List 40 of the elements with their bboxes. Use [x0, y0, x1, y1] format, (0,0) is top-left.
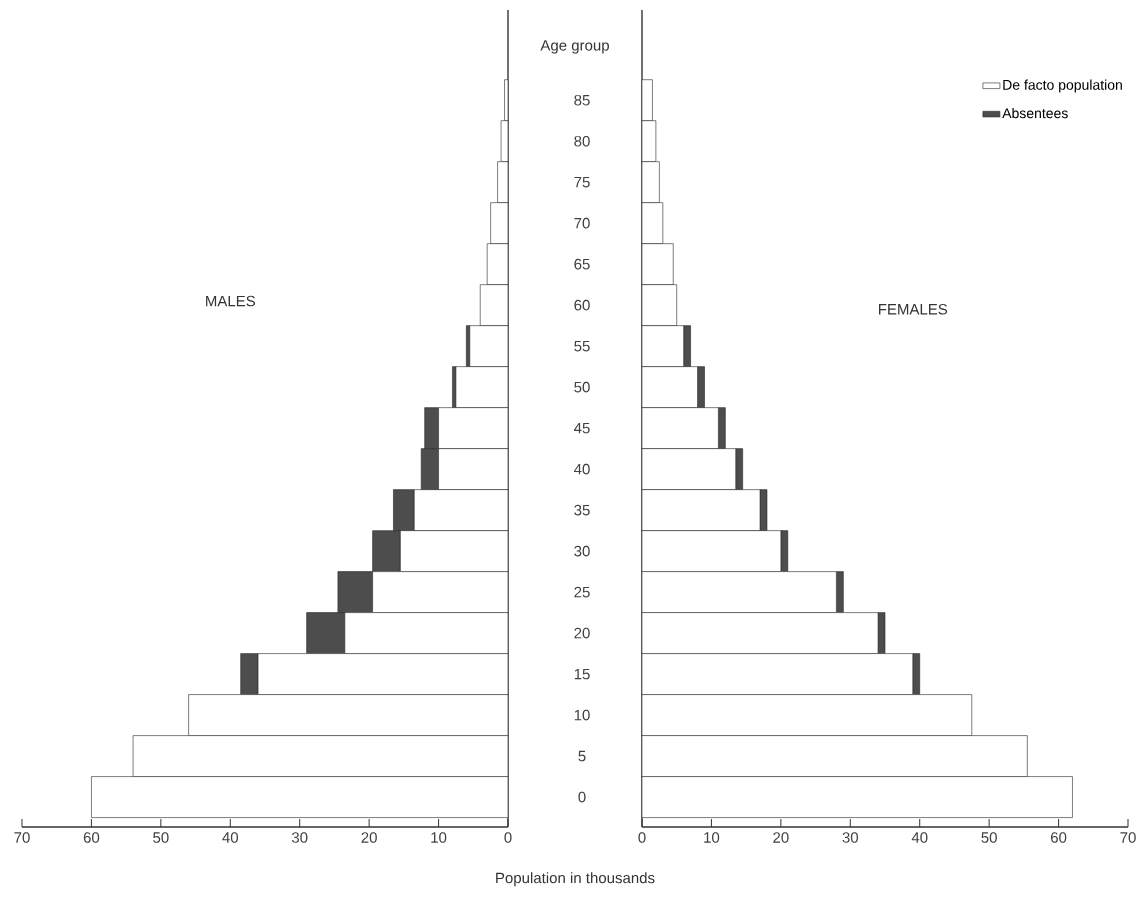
y-tick-label: 75: [574, 176, 590, 188]
x-tick-label: 10: [704, 832, 720, 843]
y-tick-label: 30: [574, 545, 590, 557]
x-tick-label: 70: [1120, 832, 1136, 843]
x-tick-label: 40: [222, 832, 239, 843]
x-tick-label: 60: [83, 832, 100, 843]
x-tick-label: 60: [1051, 832, 1067, 843]
x-tick-label: 70: [14, 832, 30, 843]
x-tick-label: 40: [911, 832, 928, 843]
y-tick-label: 40: [574, 463, 590, 475]
y-tick-label: 65: [574, 258, 590, 270]
y-tick-label: 15: [574, 668, 590, 680]
y-tick-label: 45: [574, 422, 590, 434]
x-tick-label: 20: [361, 832, 377, 843]
x-tick-label: 50: [981, 832, 997, 843]
y-tick-label: 85: [574, 94, 590, 106]
x-tick-label: 30: [842, 832, 859, 843]
legend-label: De facto population: [1003, 79, 1122, 93]
y-axis-title: Age group: [540, 40, 609, 54]
y-tick-label: 5: [578, 750, 586, 762]
y-tick-label: 0: [578, 791, 586, 803]
x-tick-label: 0: [504, 832, 512, 843]
y-tick-label: 10: [574, 709, 590, 721]
x-tick-label: 10: [431, 832, 447, 843]
y-tick-label: 55: [574, 340, 590, 352]
y-tick-label: 20: [574, 627, 590, 639]
y-tick-label: 35: [574, 504, 590, 516]
annotation: FEMALES: [879, 303, 948, 315]
y-tick-label: 50: [574, 381, 590, 393]
x-axis-title: Population in thousands: [496, 872, 655, 887]
x-tick-label: 20: [773, 832, 789, 843]
y-tick-label: 60: [574, 299, 590, 311]
x-tick-label: 0: [638, 832, 646, 843]
y-tick-label: 80: [574, 135, 590, 147]
y-tick-label: 25: [574, 586, 590, 598]
y-tick-label: 70: [574, 217, 590, 229]
legend-label: Absentees: [1002, 107, 1068, 119]
x-tick-label: 50: [153, 832, 169, 843]
x-tick-label: 30: [291, 832, 308, 843]
annotation: MALES: [206, 295, 256, 307]
